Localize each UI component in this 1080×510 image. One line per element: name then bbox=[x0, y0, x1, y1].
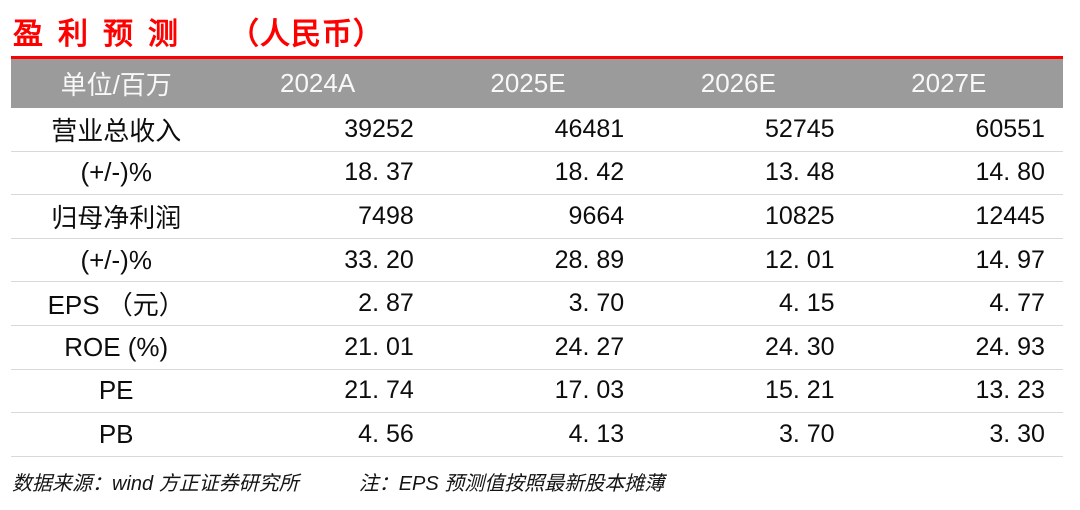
cell-value: 4. 56 bbox=[358, 419, 414, 448]
cell-value: 13. 48 bbox=[765, 158, 835, 187]
row-label: 营业总收入 bbox=[51, 115, 182, 146]
cell-value: 24. 27 bbox=[554, 332, 625, 361]
cell-value: 12. 01 bbox=[765, 245, 835, 274]
col-header-2024a: 2024A bbox=[279, 68, 356, 98]
col-header-2027e: 2027E bbox=[911, 68, 987, 98]
cell-value: 15. 21 bbox=[765, 376, 835, 405]
row-label: EPS （元） bbox=[47, 290, 185, 321]
row-label: PE bbox=[98, 375, 134, 406]
table-row-pe: PE 21. 74 17. 03 15. 21 13. 23 bbox=[11, 370, 1063, 414]
cell-value: 46481 bbox=[554, 114, 625, 143]
cell-value: 17. 03 bbox=[554, 376, 625, 405]
cell-value: 18. 37 bbox=[344, 158, 414, 187]
cell-value: 4. 13 bbox=[568, 419, 625, 448]
col-header-2026e: 2026E bbox=[700, 68, 776, 98]
cell-value: 24. 30 bbox=[765, 332, 835, 361]
cell-value: 60551 bbox=[975, 114, 1045, 143]
col-header-unit: 单位/百万 bbox=[60, 70, 172, 100]
table-row-eps: EPS （元） 2. 87 3. 70 4. 15 4. 77 bbox=[11, 282, 1063, 326]
cell-value: 2. 87 bbox=[358, 289, 414, 318]
cell-value: 3. 70 bbox=[568, 289, 625, 318]
table-row-net-profit-growth: (+/-)% 33. 20 28. 89 12. 01 14. 97 bbox=[11, 239, 1063, 283]
cell-value: 9664 bbox=[568, 201, 625, 230]
table-header-row: 单位/百万 2024A 2025E 2026E 2027E bbox=[11, 59, 1063, 108]
cell-value: 12445 bbox=[975, 201, 1045, 230]
cell-value: 21. 01 bbox=[344, 332, 414, 361]
col-header-2025e: 2025E bbox=[490, 68, 566, 98]
cell-value: 13. 23 bbox=[975, 376, 1045, 405]
table-row-revenue-growth: (+/-)% 18. 37 18. 42 13. 48 14. 80 bbox=[11, 152, 1063, 196]
cell-value: 52745 bbox=[765, 114, 835, 143]
row-label: ROE (%) bbox=[64, 331, 169, 362]
cell-value: 7498 bbox=[358, 201, 414, 230]
cell-value: 4. 77 bbox=[989, 289, 1045, 318]
cell-value: 4. 15 bbox=[778, 289, 835, 318]
cell-value: 33. 20 bbox=[344, 245, 414, 274]
eps-dilution-note: 注：EPS 预测值按照最新股本摊薄 bbox=[358, 473, 665, 495]
cell-value: 24. 93 bbox=[975, 332, 1045, 361]
row-label: PB bbox=[98, 418, 134, 449]
cell-value: 3. 70 bbox=[778, 419, 835, 448]
cell-value: 18. 42 bbox=[554, 158, 625, 187]
section-title-currency: （人民币） bbox=[229, 18, 384, 51]
cell-value: 14. 80 bbox=[975, 158, 1045, 187]
cell-value: 10825 bbox=[765, 201, 835, 230]
data-source-note: 数据来源：wind 方正证券研究所 bbox=[12, 473, 299, 495]
table-footnote: 数据来源：wind 方正证券研究所 注：EPS 预测值按照最新股本摊薄 bbox=[12, 467, 1062, 496]
row-label: (+/-)% bbox=[80, 157, 152, 188]
cell-value: 28. 89 bbox=[554, 245, 625, 274]
row-label: 归母净利润 bbox=[51, 202, 182, 233]
cell-value: 3. 30 bbox=[989, 419, 1045, 448]
section-title-text: 盈利预测 bbox=[13, 18, 193, 51]
table-row-net-profit: 归母净利润 7498 9664 10825 12445 bbox=[11, 195, 1063, 239]
table-row-revenue: 营业总收入 39252 46481 52745 60551 bbox=[11, 108, 1063, 152]
section-title: 盈利预测 （人民币） bbox=[13, 9, 384, 53]
table-row-pb: PB 4. 56 4. 13 3. 70 3. 30 bbox=[11, 413, 1063, 457]
forecast-table: 单位/百万 2024A 2025E 2026E 2027E 营业总收入 3925… bbox=[11, 56, 1063, 457]
cell-value: 21. 74 bbox=[344, 376, 414, 405]
cell-value: 39252 bbox=[344, 114, 414, 143]
table-row-roe: ROE (%) 21. 01 24. 27 24. 30 24. 93 bbox=[11, 326, 1063, 370]
cell-value: 14. 97 bbox=[975, 245, 1045, 274]
row-label: (+/-)% bbox=[80, 244, 152, 275]
